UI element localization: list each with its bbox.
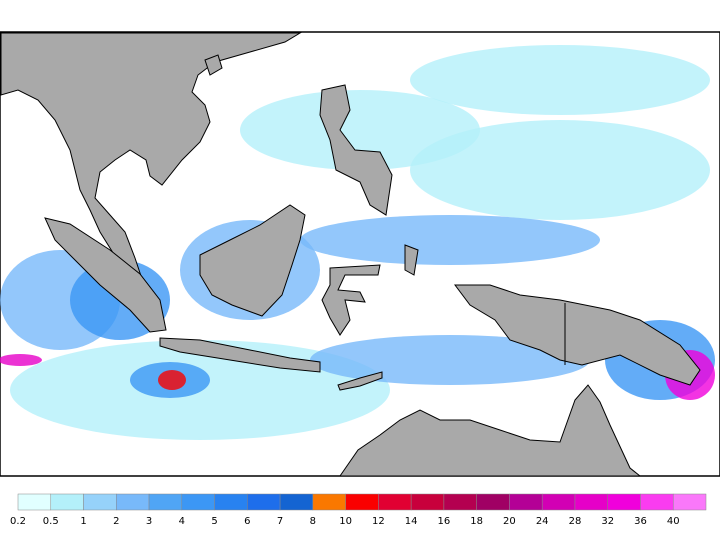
legend-swatch (83, 493, 117, 511)
legend-label: 5 (211, 516, 217, 527)
mainland-asia (0, 32, 302, 302)
legend-swatch (672, 493, 707, 511)
legend-label: 16 (438, 516, 451, 527)
borneo (199, 204, 306, 317)
legend-label: 20 (503, 516, 516, 527)
sulawesi (321, 264, 381, 336)
legend-swatch (509, 493, 543, 511)
legend-label: 36 (634, 516, 647, 527)
legend-swatch (148, 493, 183, 511)
legend-swatch (378, 493, 412, 511)
legend-swatch (410, 493, 445, 511)
timor (337, 371, 383, 391)
legend-swatch (443, 493, 477, 511)
sumatra (44, 217, 167, 333)
philippines (319, 84, 393, 216)
legend-swatch (476, 493, 510, 511)
legend-label: 40 (667, 516, 680, 527)
legend-label: 0.2 (10, 516, 26, 527)
legend-label: 14 (405, 516, 418, 527)
legend-swatch (345, 493, 379, 511)
legend-label: 1 (80, 516, 86, 527)
java (159, 337, 321, 373)
legend-label: 12 (372, 516, 385, 527)
legend-label: 10 (339, 516, 352, 527)
legend-swatch (312, 493, 346, 511)
legend-label: 7 (277, 516, 283, 527)
australia (339, 384, 642, 477)
legend-label: 4 (179, 516, 185, 527)
hainan (204, 54, 223, 76)
color-legend: 0.2 0.5 1 2 3 4 5 6 7 8 10 12 14 16 18 20 24 28 32 36 40 (10, 493, 707, 527)
legend-swatch (50, 493, 84, 511)
new-guinea (454, 284, 701, 386)
legend-label: 28 (569, 516, 582, 527)
legend-swatch (247, 493, 281, 511)
legend-label: 0.5 (43, 516, 59, 527)
legend-label: 8 (310, 516, 316, 527)
legend-label: 6 (244, 516, 250, 527)
legend-swatch (640, 493, 674, 511)
legend-label: 2 (113, 516, 119, 527)
halmahera (404, 244, 419, 276)
legend-swatch (214, 493, 248, 511)
legend-swatch (607, 493, 641, 511)
legend-swatch (17, 493, 52, 511)
legend-label: 3 (146, 516, 152, 527)
legend-swatch (181, 493, 215, 511)
legend-swatch (541, 493, 576, 511)
legend-label: 18 (470, 516, 483, 527)
map-frame (0, 31, 720, 477)
legend-swatch (116, 493, 150, 511)
legend-label: 32 (601, 516, 614, 527)
legend-swatch (279, 493, 314, 511)
legend-label: 24 (536, 516, 549, 527)
legend-swatch (574, 493, 608, 511)
